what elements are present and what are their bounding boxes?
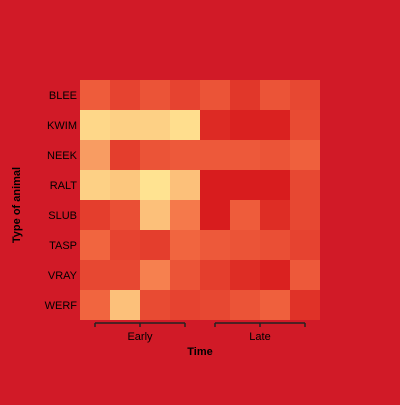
heatmap-cell	[290, 200, 320, 230]
row-label: TASP	[49, 240, 77, 252]
y-axis-title: Type of animal	[11, 167, 23, 243]
heatmap-cell	[140, 80, 170, 110]
heatmap-cell	[290, 290, 320, 320]
heatmap-cell	[230, 290, 260, 320]
heatmap-cell	[170, 170, 200, 200]
heatmap-cell	[170, 140, 200, 170]
x-axis-title: Time	[187, 346, 212, 358]
heatmap-cell	[80, 140, 110, 170]
heatmap-cell	[200, 110, 230, 140]
heatmap-cell	[140, 290, 170, 320]
heatmap-cells	[80, 80, 320, 320]
heatmap-cell	[200, 200, 230, 230]
heatmap-cell	[290, 110, 320, 140]
heatmap-cell	[260, 110, 290, 140]
heatmap-cell	[170, 110, 200, 140]
heatmap-cell	[110, 200, 140, 230]
heatmap-cell	[110, 260, 140, 290]
heatmap-cell	[260, 200, 290, 230]
heatmap-cell	[260, 140, 290, 170]
heatmap-cell	[260, 290, 290, 320]
heatmap-cell	[200, 80, 230, 110]
heatmap-cell	[110, 290, 140, 320]
heatmap-cell	[290, 230, 320, 260]
heatmap-cell	[260, 170, 290, 200]
heatmap-cell	[230, 140, 260, 170]
heatmap-cell	[80, 110, 110, 140]
heatmap-cell	[170, 230, 200, 260]
heatmap-cell	[230, 170, 260, 200]
heatmap-cell	[140, 200, 170, 230]
heatmap-cell	[80, 80, 110, 110]
heatmap-cell	[110, 80, 140, 110]
heatmap-cell	[170, 80, 200, 110]
heatmap-cell	[260, 260, 290, 290]
heatmap-cell	[170, 260, 200, 290]
heatmap-cell	[230, 110, 260, 140]
heatmap-cell	[260, 80, 290, 110]
heatmap-cell	[110, 140, 140, 170]
heatmap-cell	[260, 230, 290, 260]
heatmap-cell	[140, 230, 170, 260]
heatmap-cell	[170, 290, 200, 320]
heatmap-cell	[80, 200, 110, 230]
heatmap-cell	[80, 260, 110, 290]
row-label: KWIM	[47, 120, 77, 132]
column-group-axis: Early Late	[94, 322, 306, 343]
column-group-label: Early	[127, 331, 153, 343]
row-label: RALT	[50, 180, 78, 192]
heatmap-cell	[170, 200, 200, 230]
heatmap-cell	[140, 260, 170, 290]
heatmap-cell	[200, 230, 230, 260]
row-label: BLEE	[49, 90, 77, 102]
heatmap-cell	[110, 230, 140, 260]
heatmap-cell	[290, 170, 320, 200]
heatmap-cell	[140, 140, 170, 170]
row-label: WERF	[45, 300, 78, 312]
heatmap-cell	[200, 290, 230, 320]
row-label: VRAY	[48, 270, 78, 282]
heatmap-cell	[290, 80, 320, 110]
heatmap-cell	[200, 260, 230, 290]
heatmap-cell	[140, 170, 170, 200]
column-group-label: Late	[249, 331, 270, 343]
heatmap-cell	[110, 110, 140, 140]
row-label: NEEK	[47, 150, 78, 162]
heatmap-cell	[140, 110, 170, 140]
row-labels: BLEE KWIM NEEK RALT SLUB TASP VRAY WERF	[45, 90, 78, 312]
heatmap-cell	[200, 170, 230, 200]
heatmap-cell	[110, 170, 140, 200]
row-label: SLUB	[48, 210, 77, 222]
heatmap-cell	[230, 230, 260, 260]
heatmap-cell	[290, 140, 320, 170]
heatmap-cell	[200, 140, 230, 170]
heatmap-cell	[230, 200, 260, 230]
heatmap-cell	[80, 170, 110, 200]
heatmap-cell	[230, 260, 260, 290]
heatmap-cell	[230, 80, 260, 110]
heatmap-cell	[80, 290, 110, 320]
heatmap-cell	[80, 230, 110, 260]
heatmap-cell	[290, 260, 320, 290]
